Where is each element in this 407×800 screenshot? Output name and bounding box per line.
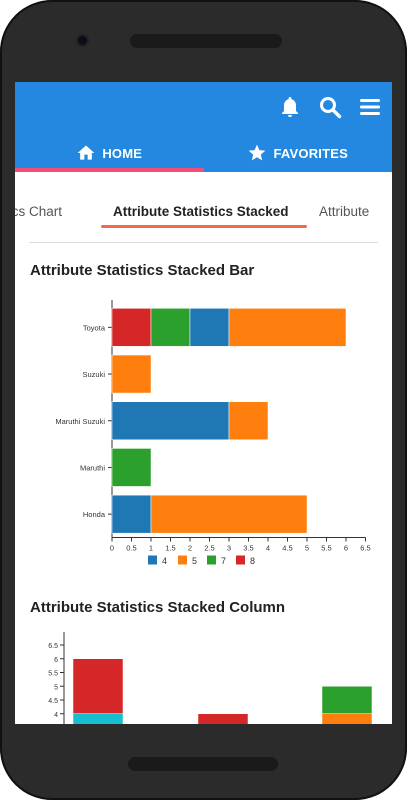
y-tick-label: Maruthi Suzuki <box>55 417 105 426</box>
bar-segment <box>111 308 152 347</box>
star-icon <box>249 144 266 161</box>
search-icon[interactable] <box>318 95 342 119</box>
subtab-attribute[interactable]: Attribute <box>319 204 370 219</box>
column-segment <box>321 686 373 714</box>
subtab-statistics-stacked[interactable]: Attribute Statistics Stacked <box>113 204 289 219</box>
x-tick-label: 1.5 <box>165 544 175 553</box>
menu-icon[interactable] <box>358 95 382 119</box>
x-tick-label: 3.5 <box>243 544 253 553</box>
bar-segment <box>111 354 152 394</box>
x-tick-label: 6.5 <box>360 544 370 553</box>
stacked-column-title: Attribute Statistics Stacked Column <box>30 599 286 616</box>
y-tick-label: Suzuki <box>82 370 105 379</box>
bottom-speaker <box>128 757 278 771</box>
legend-swatch <box>178 555 187 565</box>
x-tick-label: 2.5 <box>204 544 214 553</box>
y-tick-label: 5 <box>54 684 58 691</box>
bar-segment <box>150 494 308 534</box>
subtab-indicator <box>101 225 307 228</box>
stacked-bar-chart: Toyota Suzuki Maruthi Suzuki Maruthi Honda 0 0… <box>55 300 371 566</box>
column-segment <box>72 713 124 724</box>
legend-swatch <box>148 555 157 565</box>
y-tick-label: Maruthi <box>80 463 105 472</box>
top-speaker <box>130 34 282 48</box>
stacked-bar-title: Attribute Statistics Stacked Bar <box>30 262 255 279</box>
y-tick-label: 6 <box>54 657 58 664</box>
legend-label: 8 <box>250 556 255 566</box>
tab-favorites-label: FAVORITES <box>273 145 348 161</box>
column-segment <box>197 713 249 724</box>
y-tick-label: 4 <box>54 712 58 719</box>
y-tick-label: 4.5 <box>48 698 58 705</box>
y-tick-label: 5.5 <box>48 671 58 678</box>
home-icon <box>78 145 95 160</box>
screen: HOME FAVORITES tics Chart Attribute Stat… <box>15 82 392 724</box>
x-tick-label: 5 <box>305 544 309 553</box>
bell-icon[interactable] <box>278 95 302 119</box>
stacked-column-chart: 6.565.554.543.5 <box>48 632 373 724</box>
tab-home[interactable]: HOME <box>15 134 204 172</box>
y-tick-label: 6.5 <box>48 643 58 650</box>
tab-indicator <box>15 168 204 172</box>
x-tick-label: 1 <box>149 544 153 553</box>
column-segment <box>72 658 124 714</box>
x-tick-label: 0.5 <box>126 544 136 553</box>
main-tabs: HOME FAVORITES <box>15 134 392 172</box>
y-tick-label: Toyota <box>83 323 106 332</box>
legend-label: 4 <box>162 556 167 566</box>
bar-segment <box>228 401 269 440</box>
bar-segment <box>150 308 191 347</box>
toolbar-actions <box>278 94 382 120</box>
tab-home-label: HOME <box>102 145 143 161</box>
subtab-divider <box>29 242 378 243</box>
x-tick-label: 4.5 <box>282 544 292 553</box>
legend-label: 5 <box>192 556 197 566</box>
y-tick-label: Honda <box>83 510 106 519</box>
bar-segment <box>228 308 347 347</box>
column-segment <box>321 713 373 724</box>
x-tick-label: 6 <box>344 544 348 553</box>
x-tick-label: 5.5 <box>321 544 331 553</box>
subtab-statistics-chart[interactable]: tics Chart <box>15 204 63 219</box>
x-tick-label: 3 <box>227 544 231 553</box>
front-camera <box>78 36 87 45</box>
bar-segment <box>111 448 152 487</box>
x-tick-label: 0 <box>110 544 114 553</box>
bar-segment <box>189 308 230 347</box>
x-tick-label: 4 <box>266 544 270 553</box>
app-bar: HOME FAVORITES <box>15 82 392 172</box>
tab-favorites[interactable]: FAVORITES <box>204 134 393 172</box>
legend-label: 7 <box>221 556 226 566</box>
bar-segment <box>111 494 152 534</box>
legend-swatch <box>207 555 216 565</box>
bar-segment <box>111 401 230 440</box>
x-tick-label: 2 <box>188 544 192 553</box>
legend-swatch <box>236 555 245 565</box>
